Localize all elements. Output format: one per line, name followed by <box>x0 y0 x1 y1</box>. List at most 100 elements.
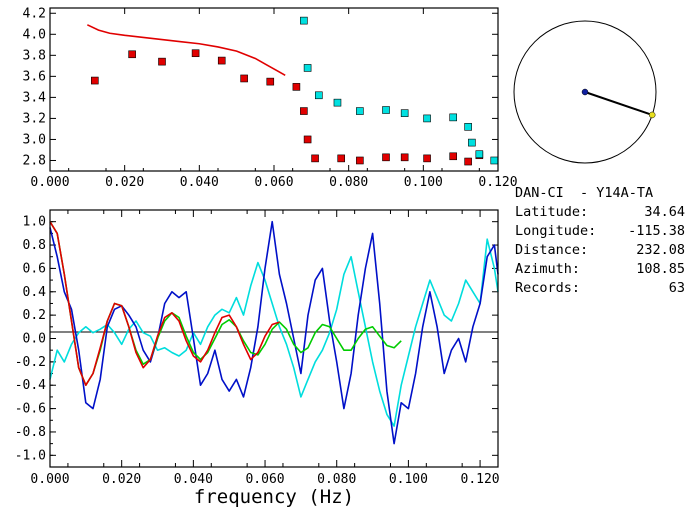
red-point <box>400 153 409 162</box>
info-label: Latitude: <box>515 204 589 220</box>
bottom-y-tick-label: 0.6 <box>23 261 46 276</box>
cyan-series-line <box>49 238 499 427</box>
cyan-point <box>468 138 476 147</box>
dispersion-panel: 0.000 0.020 0.040 0.060 0.080 0.100 0.120 2.8 3.… <box>23 6 518 190</box>
red-point <box>128 50 136 59</box>
top-y-tick-label: 3.2 <box>23 111 46 126</box>
bottom-x-tick-label: 0.000 <box>30 472 69 487</box>
station-info: DAN-CI - Y14A-TA Latitude: 34.64 Longitude… <box>515 184 685 298</box>
correlation-panel: 0.000 0.020 0.040 0.060 0.080 0.100 0.120 -1.0 -… <box>15 209 500 508</box>
cyan-point <box>475 150 484 158</box>
top-y-tick-label: 4.0 <box>23 27 46 42</box>
top-x-tick-label: 0.120 <box>478 175 517 190</box>
station-dot <box>581 88 589 96</box>
cyan-point <box>449 113 458 122</box>
red-point <box>423 154 431 163</box>
red-point <box>266 77 275 86</box>
info-row: Distance: 232.08 <box>515 241 685 260</box>
cyan-point <box>314 91 323 100</box>
info-label: Longitude: <box>515 223 597 239</box>
event-dot <box>648 111 656 119</box>
map-circle <box>513 20 657 164</box>
info-value: 34.64 <box>644 204 685 220</box>
red-point <box>91 76 99 85</box>
red-point <box>240 74 248 83</box>
cyan-point <box>400 109 409 117</box>
red-point <box>292 83 301 91</box>
bottom-x-tick-label: 0.060 <box>245 472 284 487</box>
info-label: Azimuth: <box>515 261 581 277</box>
info-value: 232.08 <box>636 242 685 258</box>
info-value: -115.38 <box>628 223 685 239</box>
azimuth-map <box>513 20 657 164</box>
cyan-point <box>300 16 308 25</box>
top-y-tick-label: 3.8 <box>23 48 46 63</box>
top-y-tick-label: 4.2 <box>23 6 46 21</box>
info-row: Records: 63 <box>515 279 685 298</box>
top-panel-curve <box>86 24 286 77</box>
top-panel-red-points <box>91 49 484 166</box>
info-value: 63 <box>668 280 685 296</box>
station-info-rows: Latitude: 34.64 Longitude: -115.38 Distance:… <box>515 203 685 298</box>
bottom-y-tick-label: -0.2 <box>15 355 46 370</box>
info-row: Azimuth: 108.85 <box>515 260 685 279</box>
station-title: DAN-CI - Y14A-TA <box>515 185 654 201</box>
cyan-point <box>490 156 499 165</box>
cyan-point <box>333 98 342 107</box>
top-y-tick-label: 2.8 <box>23 153 46 168</box>
bottom-y-tick-label: -0.6 <box>15 402 46 417</box>
bottom-y-tick-label: 1.0 <box>23 215 46 230</box>
top-panel-ticks: 0.000 0.020 0.040 0.060 0.080 0.100 0.120 2.8 3.… <box>23 6 518 190</box>
top-y-tick-label: 3.6 <box>23 69 46 84</box>
red-point <box>191 49 200 58</box>
bottom-x-tick-label: 0.020 <box>102 472 141 487</box>
bottom-panel-ticks: 0.000 0.020 0.040 0.060 0.080 0.100 0.120 -1.0 -… <box>15 209 500 487</box>
bottom-x-tick-label: 0.040 <box>174 472 213 487</box>
red-point <box>449 152 458 161</box>
phase-velocity-curve <box>86 24 286 77</box>
red-point <box>158 57 166 66</box>
top-y-tick-label: 3.0 <box>23 132 46 147</box>
bottom-panel-frame <box>49 209 499 468</box>
top-x-tick-label: 0.040 <box>180 175 219 190</box>
red-point <box>464 157 472 166</box>
bottom-y-tick-label: -1.0 <box>15 448 46 463</box>
cyan-point <box>303 64 312 72</box>
red-series-line <box>49 221 280 387</box>
top-y-tick-label: 3.4 <box>23 90 47 105</box>
info-row: Latitude: 34.64 <box>515 203 685 222</box>
bottom-y-tick-label: 0.4 <box>23 285 47 300</box>
info-row: Longitude: -115.38 <box>515 222 685 241</box>
cyan-point <box>382 106 390 114</box>
top-x-tick-label: 0.020 <box>105 175 144 190</box>
bottom-y-tick-label: 0.0 <box>23 332 46 347</box>
bottom-x-tick-label: 0.120 <box>461 472 500 487</box>
cyan-point <box>464 123 472 131</box>
info-value: 108.85 <box>636 261 685 277</box>
info-label: Distance: <box>515 242 589 258</box>
bottom-panel-series <box>49 220 499 445</box>
bottom-x-tick-label: 0.100 <box>389 472 428 487</box>
top-x-tick-label: 0.080 <box>329 175 368 190</box>
red-point <box>311 154 319 163</box>
cyan-point <box>423 114 431 123</box>
top-x-tick-label: 0.100 <box>404 175 443 190</box>
x-axis-label: frequency (Hz) <box>194 486 354 508</box>
azimuth-line <box>584 91 653 116</box>
top-panel-cyan-points <box>300 16 499 165</box>
red-point <box>303 135 312 144</box>
bottom-y-tick-label: -0.8 <box>15 425 46 440</box>
top-panel-frame <box>49 7 499 172</box>
info-label: Records: <box>515 280 581 296</box>
cyan-point <box>356 107 364 115</box>
blue-series-line <box>49 220 499 445</box>
red-point <box>217 56 226 65</box>
red-point <box>356 156 364 165</box>
red-point <box>300 107 308 115</box>
red-point <box>382 153 390 162</box>
bottom-x-tick-label: 0.080 <box>317 472 356 487</box>
top-x-tick-label: 0.000 <box>30 175 69 190</box>
top-x-tick-label: 0.060 <box>254 175 293 190</box>
bottom-y-tick-label: 0.8 <box>23 238 46 253</box>
